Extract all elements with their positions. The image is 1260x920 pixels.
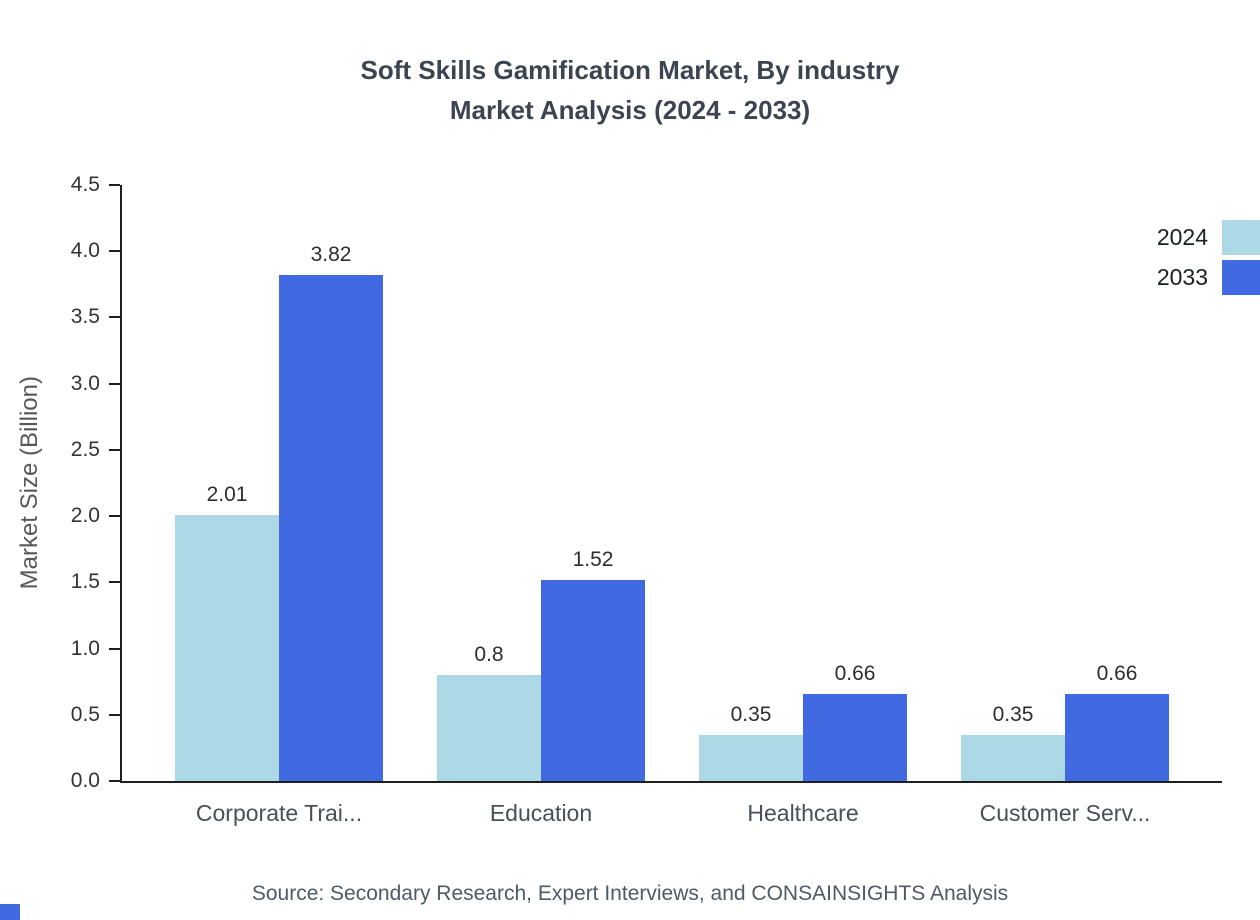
source-note: Source: Secondary Research, Expert Inter…: [251, 882, 1009, 905]
y-tick-mark: [109, 448, 120, 451]
y-tick-label: 4.0: [70, 239, 100, 263]
y-tick-label: 0.0: [70, 769, 100, 792]
legend-swatch: [1222, 260, 1260, 295]
bar-value-label: 2.01: [206, 482, 248, 506]
chart-title-line2: Market Analysis (2024 - 2033): [449, 95, 811, 125]
y-tick-label: 2.0: [70, 504, 100, 528]
chart-title: Soft Skills Gamification Market, By indu…: [0, 50, 1260, 130]
bar-group: 0.35 0.66 Healthcare: [699, 662, 907, 826]
y-tick-mark: [109, 382, 120, 385]
bar-2033: 3.82: [279, 243, 383, 781]
y-tick-label: 3.0: [70, 371, 100, 395]
y-tick-mark: [109, 250, 120, 253]
bar-group: 2.01 3.82 Corporate Trai...: [175, 243, 383, 826]
y-tick-label: 2.5: [70, 437, 100, 461]
bar-group: 0.35 0.66 Customer Serv...: [961, 662, 1169, 826]
y-axis: 0.0 0.5 1.0 1.5 2.0 2.5 3.0 3.5 4.0 4.5: [71, 173, 1222, 792]
y-tick-mark: [109, 581, 120, 584]
y-tick-label: 3.5: [70, 305, 100, 329]
bar-value-label: 0.35: [992, 702, 1034, 726]
bar-value-label: 3.82: [310, 243, 352, 267]
y-axis-title: Market Size (Billion): [12, 185, 48, 781]
bar-2033: 0.66: [1065, 662, 1169, 781]
y-tick-mark: [109, 647, 120, 650]
plot-area: 0.0 0.5 1.0 1.5 2.0 2.5 3.0 3.5 4.0 4.5 2.01 3.82 C…: [71, 173, 1222, 826]
legend: 2024 2033: [1157, 220, 1260, 295]
y-tick-label: 4.5: [70, 173, 100, 196]
y-tick-label: 1.5: [70, 570, 100, 594]
y-tick-mark: [109, 515, 120, 518]
chart-title-line1: Soft Skills Gamification Market, By indu…: [360, 55, 900, 85]
y-axis-title-text: Market Size (Billion): [16, 376, 43, 590]
y-tick-mark: [109, 713, 120, 716]
legend-swatch: [1222, 220, 1260, 255]
y-tick-mark: [109, 184, 120, 186]
category-label: Customer Serv...: [979, 800, 1151, 826]
bar-2033: 1.52: [541, 548, 645, 781]
bar-2024: 0.35: [961, 703, 1065, 781]
bar-value-label: 1.52: [572, 547, 614, 571]
legend-label: 2033: [1156, 264, 1208, 290]
y-tick-mark: [109, 316, 120, 319]
category-label: Corporate Trai...: [195, 800, 363, 826]
bar-value-label: 0.66: [1096, 661, 1138, 685]
bar-value-label: 0.35: [730, 702, 772, 726]
bar-2033: 0.66: [803, 662, 907, 781]
bar-groups: 2.01 3.82 Corporate Trai... 0.8 1.52 Educatio…: [122, 185, 1222, 826]
legend-item: 2024: [1157, 220, 1260, 255]
legend-label: 2024: [1156, 224, 1208, 250]
y-tick-label: 1.0: [70, 636, 100, 660]
y-tick-mark: [109, 780, 120, 782]
y-tick-label: 0.5: [70, 702, 100, 726]
bar-2024: 2.01: [175, 483, 279, 781]
corner-brand-mark: [0, 904, 20, 920]
bar-2024: 0.8: [437, 643, 541, 781]
category-label: Healthcare: [747, 800, 859, 826]
bar-value-label: 0.66: [834, 661, 876, 685]
bar-value-label: 0.8: [474, 643, 504, 667]
category-label: Education: [489, 800, 593, 826]
legend-item: 2033: [1157, 260, 1260, 295]
bar-group: 0.8 1.52 Education: [437, 548, 645, 826]
bar-2024: 0.35: [699, 703, 803, 781]
